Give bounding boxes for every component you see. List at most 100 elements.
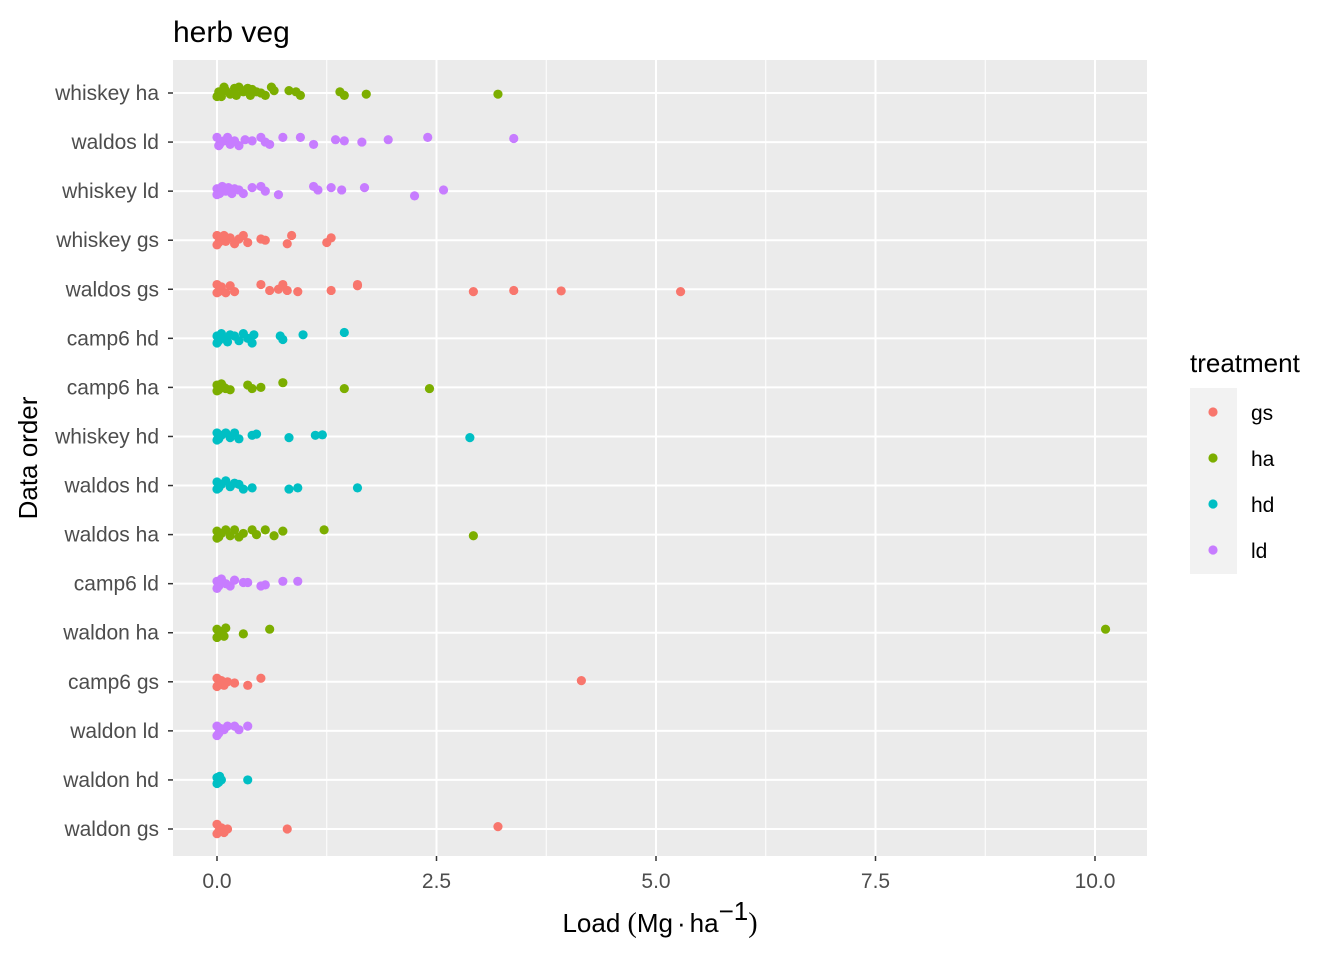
data-point [256, 673, 266, 683]
x-tick-label: 5.0 [641, 870, 670, 893]
data-point [234, 725, 244, 735]
y-tick-label: whiskey gs [55, 229, 159, 252]
legend-key-background [1190, 388, 1237, 574]
data-point [221, 623, 231, 633]
data-point [293, 576, 303, 586]
data-point [219, 631, 229, 641]
data-point [273, 284, 284, 294]
data-point [214, 140, 224, 151]
legend-label: ld [1251, 540, 1267, 563]
data-point [424, 383, 435, 394]
data-point [282, 285, 292, 296]
data-point [234, 140, 244, 151]
x-tick-label: 7.5 [861, 870, 890, 893]
data-point [438, 185, 449, 195]
data-point [383, 135, 393, 145]
data-point [243, 577, 253, 588]
data-point [234, 434, 244, 444]
data-point [265, 285, 275, 296]
data-point [339, 327, 349, 338]
data-point [256, 382, 266, 392]
legend-title: treatment [1190, 348, 1301, 378]
data-point [225, 385, 235, 395]
data-point [278, 526, 288, 536]
data-point [212, 240, 222, 250]
data-point [222, 824, 233, 834]
data-point [278, 378, 288, 388]
data-point [269, 531, 279, 541]
data-point [243, 721, 253, 731]
x-tick-label: 10.0 [1075, 870, 1116, 893]
legend-label: hd [1251, 494, 1274, 517]
data-point [310, 430, 320, 440]
data-point [234, 336, 244, 346]
data-point [238, 230, 248, 241]
y-tick-label: whiskey ld [61, 180, 159, 203]
data-point [247, 383, 257, 394]
data-point [295, 90, 306, 100]
data-point [493, 822, 503, 832]
y-tick-label: camp6 ld [74, 573, 159, 596]
data-point [212, 386, 222, 396]
data-point [308, 139, 319, 150]
data-point [260, 580, 270, 590]
data-point [212, 435, 222, 445]
data-point [212, 778, 222, 789]
data-point [576, 676, 586, 686]
chart-title: herb veg [173, 16, 290, 49]
data-point [247, 338, 257, 348]
data-point [339, 383, 349, 394]
data-point [1100, 624, 1111, 634]
data-point [212, 132, 222, 142]
data-point [284, 433, 294, 443]
data-point [284, 484, 294, 494]
data-point [260, 525, 270, 535]
data-point [212, 730, 222, 741]
y-tick-label: waldos hd [63, 475, 159, 498]
data-point [339, 136, 349, 146]
data-point [298, 330, 308, 340]
legend-label: gs [1251, 402, 1273, 425]
y-tick-label: waldon hd [62, 769, 159, 792]
data-point [229, 575, 240, 585]
plot-panel [173, 60, 1147, 856]
data-point [260, 235, 270, 245]
data-point [260, 137, 270, 147]
data-point [222, 677, 233, 687]
data-point [265, 624, 275, 634]
data-point [330, 135, 341, 145]
data-point [229, 287, 240, 297]
data-point [273, 190, 284, 200]
y-tick-label: waldos ha [63, 524, 159, 547]
y-tick-label: whiskey ha [54, 82, 159, 105]
y-tick-label: waldon gs [63, 818, 159, 841]
legend-label: ha [1251, 448, 1275, 471]
data-point [231, 90, 241, 100]
data-point [326, 183, 336, 193]
data-point [238, 629, 248, 639]
data-point [243, 775, 253, 785]
data-point [243, 237, 253, 248]
data-point [212, 484, 222, 494]
data-point [249, 330, 259, 340]
data-point [293, 287, 303, 297]
data-point [278, 576, 288, 586]
y-axis: whiskey ha waldos ld whiskey ld whiskey gs w… [54, 82, 173, 841]
data-point [251, 530, 262, 540]
data-point [357, 137, 367, 147]
y-axis-title: Data order [13, 396, 43, 519]
data-point [675, 287, 686, 297]
data-point [260, 186, 270, 196]
data-point [212, 632, 222, 643]
data-point [221, 288, 231, 298]
data-point [212, 288, 222, 298]
data-point [287, 230, 297, 241]
data-point [229, 678, 240, 688]
y-tick-label: waldos ld [70, 131, 159, 154]
data-point [409, 191, 420, 201]
data-point [269, 86, 279, 96]
data-point [509, 133, 519, 144]
y-tick-label: waldos gs [65, 278, 159, 301]
x-tick-label: 2.5 [422, 870, 451, 893]
